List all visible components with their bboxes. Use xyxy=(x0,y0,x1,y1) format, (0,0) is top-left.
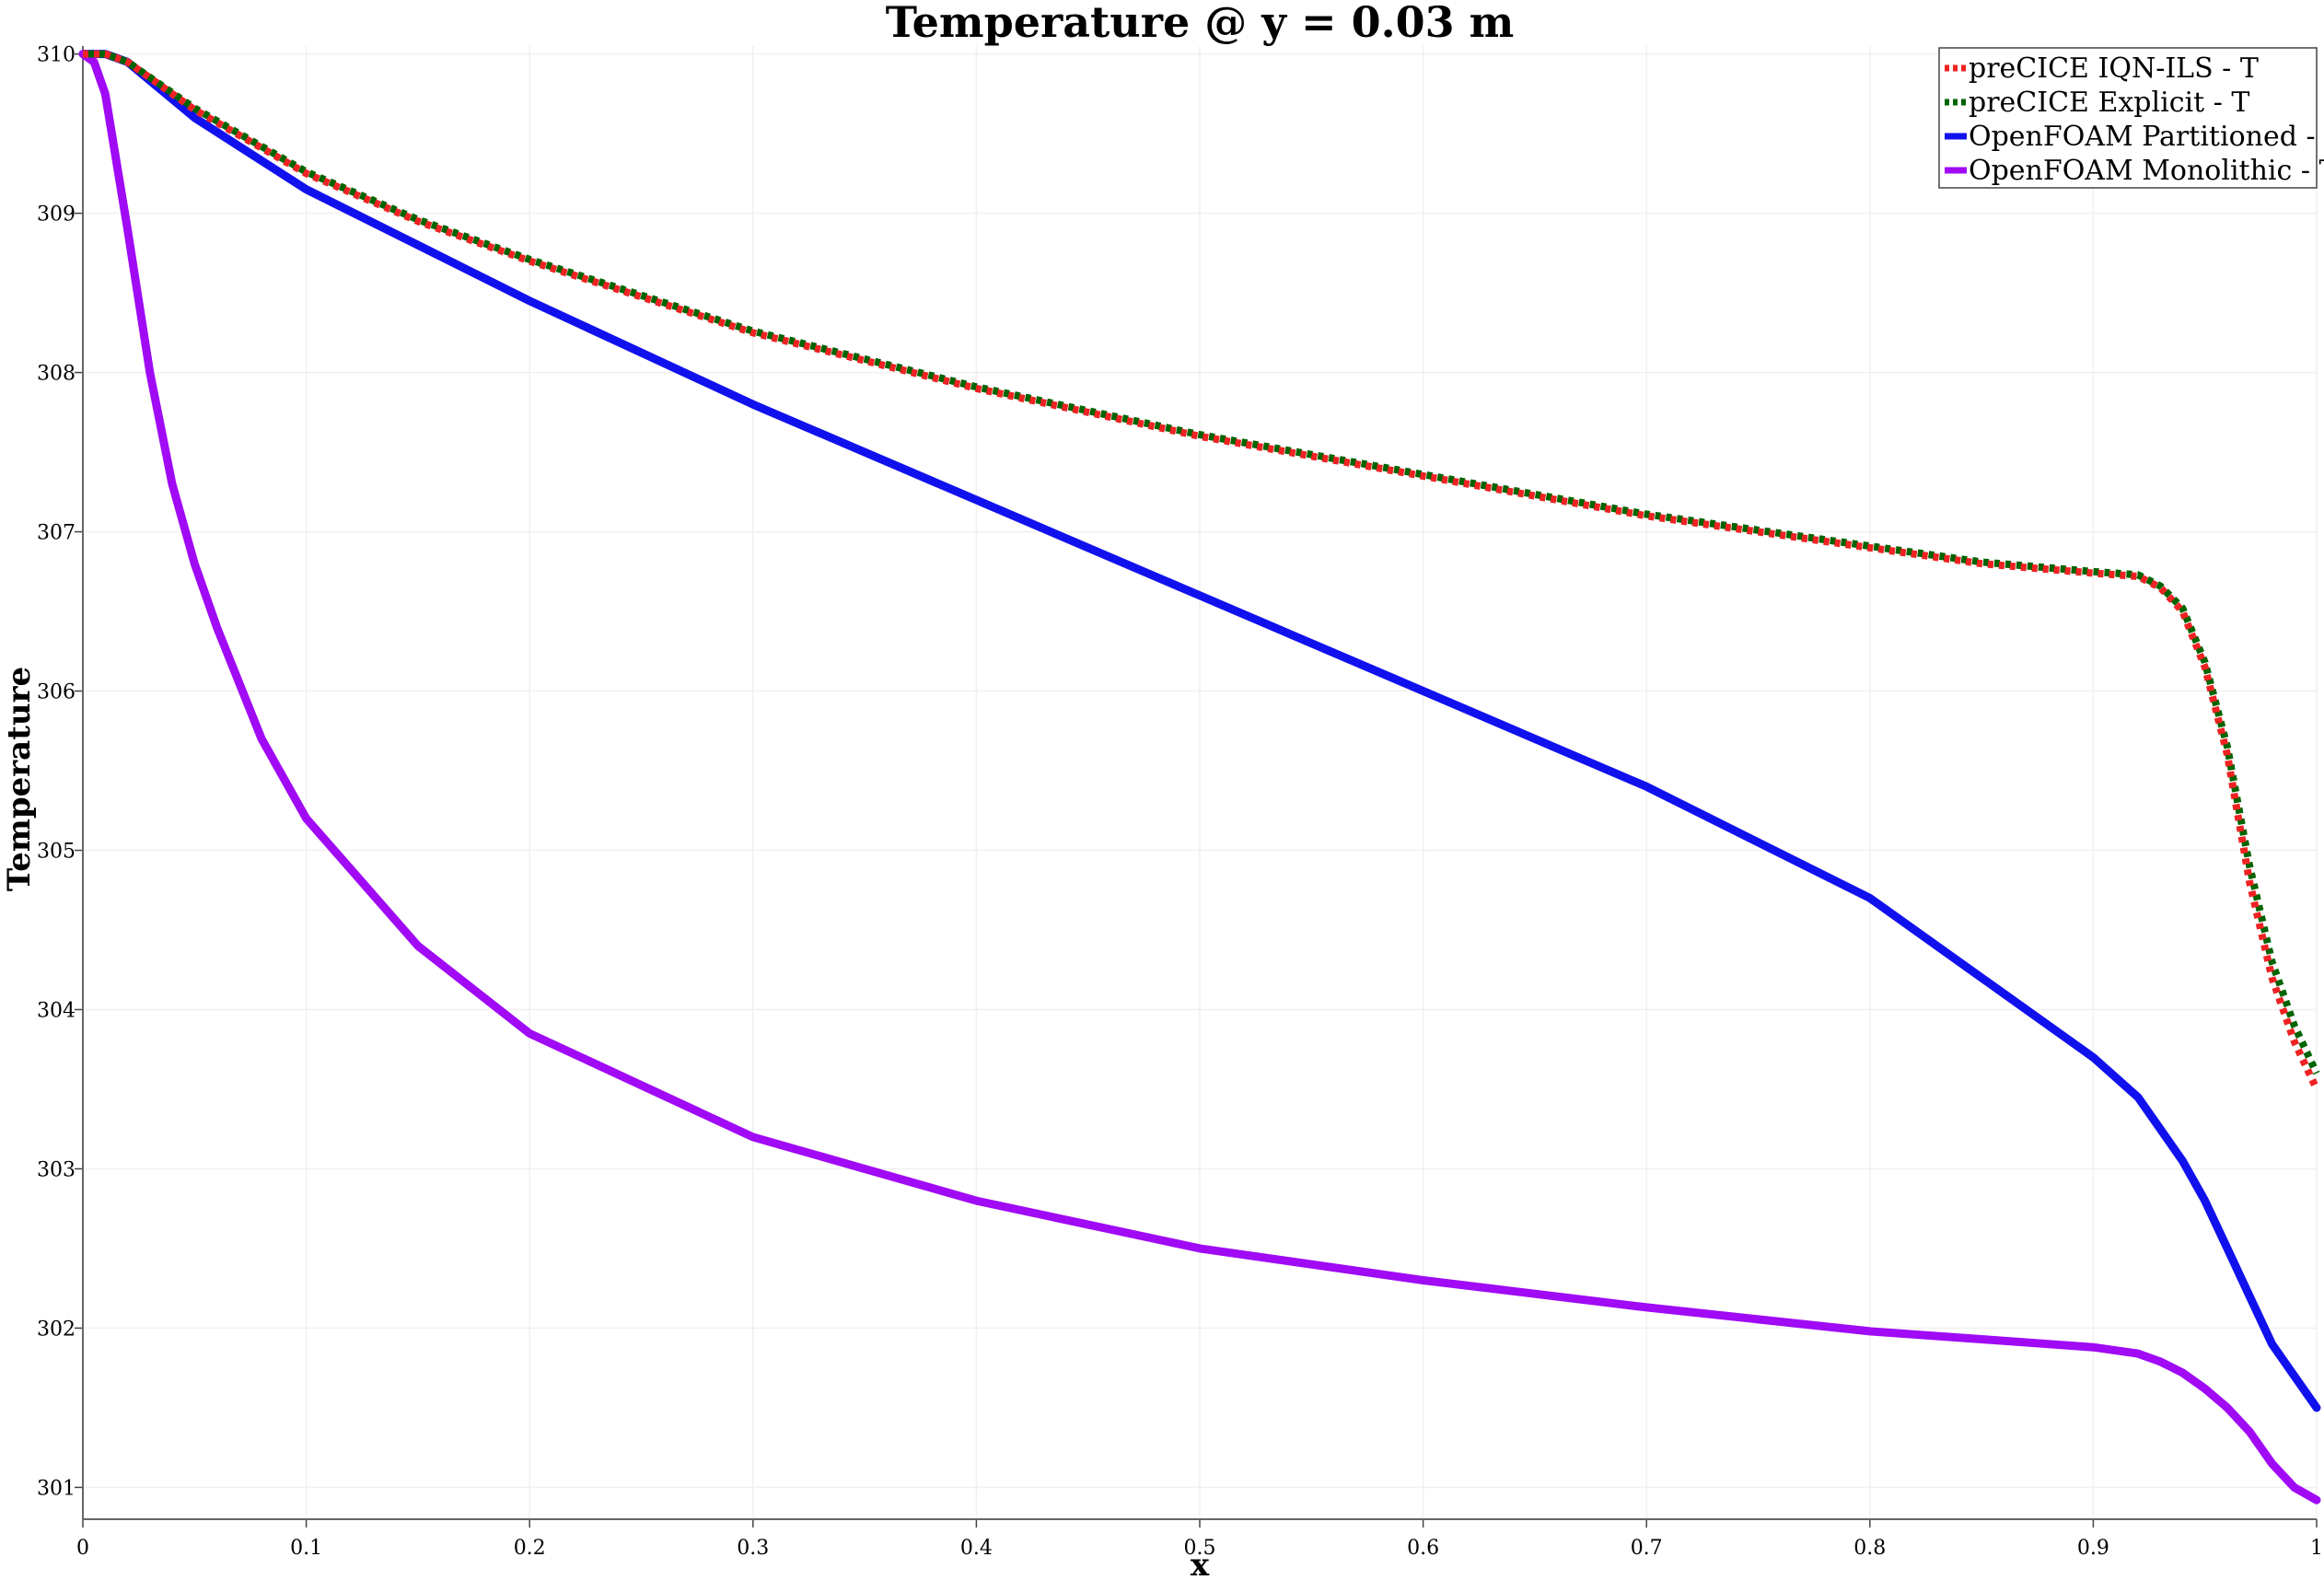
y-tick-label: 307 xyxy=(37,522,76,545)
y-tick-label: 305 xyxy=(37,841,76,864)
y-tick-label: 302 xyxy=(37,1318,76,1341)
x-tick-label: 0.1 xyxy=(290,1537,322,1560)
x-tick-label: 1 xyxy=(2310,1537,2323,1560)
y-tick-label: 309 xyxy=(37,203,76,227)
grid-lines xyxy=(82,46,2318,1519)
legend-label: OpenFOAM Monolithic - T xyxy=(1969,155,2324,187)
x-tick-label: 0.5 xyxy=(1184,1537,1216,1560)
series-line-2 xyxy=(78,50,2321,1412)
legend-label: preCICE Explicit - T xyxy=(1969,87,2249,119)
x-tick-label: 0 xyxy=(76,1537,89,1560)
x-tick-label: 0.8 xyxy=(1853,1537,1886,1560)
y-axis-label: Temperature xyxy=(1,667,38,891)
series-line-1 xyxy=(83,50,2320,1075)
x-tick-label: 0.3 xyxy=(737,1537,769,1560)
series-line-3 xyxy=(78,50,2321,1504)
legend-label: OpenFOAM Partitioned - T xyxy=(1969,121,2324,153)
x-tick-label: 0.9 xyxy=(2077,1537,2109,1560)
y-tick-label: 304 xyxy=(37,999,76,1022)
y-tick-label: 308 xyxy=(37,363,76,386)
series-line-0 xyxy=(83,50,2320,1091)
y-tick-label: 301 xyxy=(37,1477,76,1500)
x-tick-labels: 0 0.1 0.2 0.3 0.4 0.5 0.6 0.7 0.8 0.9 1 xyxy=(76,1537,2323,1560)
x-tick-label: 0.2 xyxy=(514,1537,546,1560)
axes xyxy=(75,46,2318,1528)
y-tick-label: 306 xyxy=(37,681,76,704)
x-tick-label: 0.6 xyxy=(1407,1537,1439,1560)
x-tick-label: 0.7 xyxy=(1631,1537,1663,1560)
y-tick-label: 303 xyxy=(37,1158,76,1181)
series-lines xyxy=(78,50,2321,1504)
chart-title: Temperature @ y = 0.03 m xyxy=(886,0,1515,47)
legend-label: preCICE IQN-ILS - T xyxy=(1969,52,2259,85)
legend-box xyxy=(1938,47,2318,189)
x-tick-label: 0.4 xyxy=(960,1537,993,1560)
y-tick-labels: 301 302 303 304 305 306 307 308 309 310 xyxy=(37,44,76,1501)
x-axis-label: x xyxy=(1191,1547,1210,1580)
y-tick-label: 310 xyxy=(37,44,76,67)
